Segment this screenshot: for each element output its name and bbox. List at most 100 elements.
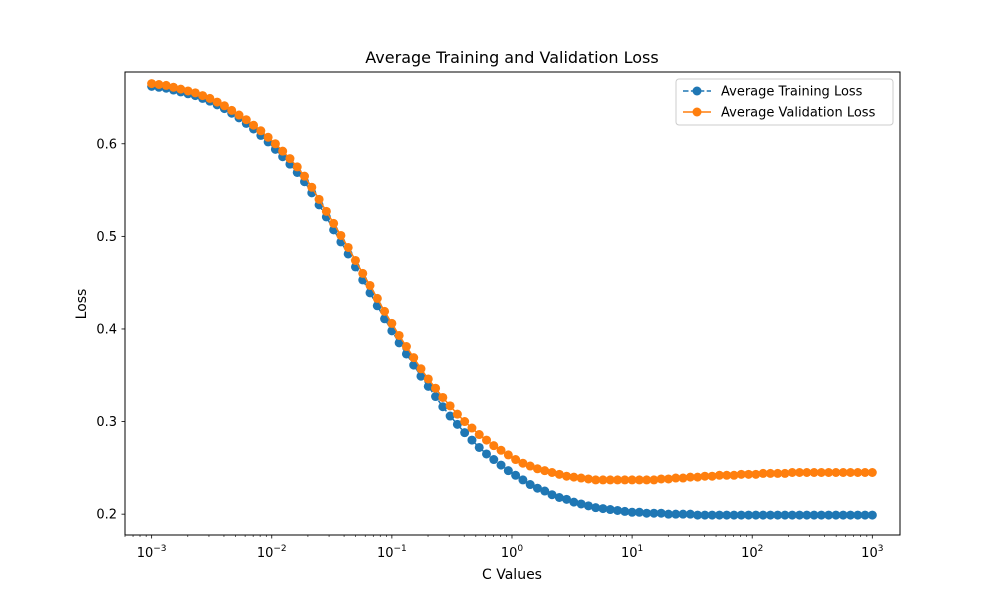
series-2-point bbox=[838, 468, 848, 477]
series-2-point bbox=[489, 441, 499, 451]
series-2-point bbox=[802, 468, 812, 477]
series-1-point bbox=[693, 510, 703, 520]
series-1-point bbox=[445, 411, 455, 421]
series-1-point bbox=[547, 490, 557, 500]
series-2-point bbox=[518, 458, 528, 468]
series-2-point bbox=[816, 468, 826, 477]
y-tick-label: 0.6 bbox=[96, 137, 117, 152]
series-2-point bbox=[365, 280, 375, 290]
x-axis: 10−3 10−2 10−1 100 101 102 103 bbox=[124, 535, 883, 561]
series-2-point bbox=[511, 455, 521, 465]
series-1-point bbox=[605, 505, 615, 515]
x-tick-label: 10−1 bbox=[377, 544, 407, 561]
series-2-point bbox=[503, 450, 513, 460]
series-1-point bbox=[634, 507, 644, 517]
x-tick-label: 10−2 bbox=[257, 544, 287, 561]
series-2-point bbox=[423, 374, 433, 384]
series-2-point bbox=[685, 472, 695, 482]
series-1-point bbox=[554, 493, 564, 502]
x-axis-label: C Values bbox=[482, 567, 542, 583]
series-1-point bbox=[663, 509, 673, 519]
series-2-point bbox=[824, 468, 834, 477]
series-1-point bbox=[409, 360, 419, 370]
series-2-point bbox=[707, 471, 717, 481]
series-2-point bbox=[183, 86, 193, 96]
series-1-point bbox=[787, 510, 797, 520]
series-1-point bbox=[816, 510, 826, 520]
series-2-point bbox=[620, 475, 630, 485]
series-2-point bbox=[532, 464, 542, 474]
series-2-point bbox=[867, 468, 877, 477]
series-2-point bbox=[554, 469, 564, 479]
series-2-point bbox=[336, 230, 346, 240]
series-1-point bbox=[438, 402, 448, 412]
series-1-point bbox=[765, 510, 775, 520]
series-1-point bbox=[532, 483, 542, 493]
legend-box bbox=[675, 78, 894, 126]
legend-item-1: Average Training Loss bbox=[683, 85, 863, 100]
series-1-point bbox=[394, 338, 404, 348]
series-2-point bbox=[714, 470, 724, 480]
series-2-point bbox=[147, 79, 157, 89]
series-2-point bbox=[525, 461, 535, 471]
legend-marker bbox=[692, 107, 702, 117]
series-1-point bbox=[482, 449, 492, 459]
series-2-point bbox=[227, 105, 237, 115]
series-1-point bbox=[540, 486, 550, 496]
series-2-point bbox=[270, 139, 280, 149]
series-2-point bbox=[256, 126, 266, 136]
series-1-point bbox=[824, 510, 834, 520]
plot-frame bbox=[124, 71, 901, 536]
series-1-point bbox=[751, 510, 761, 520]
series-1-point bbox=[860, 510, 870, 520]
series-2-point bbox=[729, 470, 739, 480]
x-tick-label: 10−3 bbox=[137, 544, 167, 561]
series-2-point bbox=[263, 132, 273, 142]
series-2-point bbox=[860, 468, 870, 477]
y-tick-label: 0.5 bbox=[96, 230, 117, 245]
series-1-point bbox=[518, 475, 528, 485]
series-1-point bbox=[423, 381, 433, 391]
series-1-point bbox=[460, 428, 470, 438]
series-2-point bbox=[300, 171, 310, 181]
series-1-point bbox=[576, 499, 586, 509]
series-1-point bbox=[671, 509, 681, 519]
series-1-point bbox=[649, 508, 659, 518]
series-2-point bbox=[176, 84, 186, 94]
series-1-point bbox=[452, 419, 462, 429]
series-1-point bbox=[773, 510, 783, 520]
series-1-point bbox=[591, 503, 601, 513]
y-tick-label: 0.3 bbox=[96, 415, 117, 430]
series-1-point bbox=[613, 505, 623, 515]
series-2-point bbox=[474, 430, 484, 440]
series-2-point bbox=[438, 392, 448, 402]
series-1-point bbox=[853, 510, 863, 520]
series-2-point bbox=[452, 409, 462, 419]
series-2-point bbox=[168, 82, 178, 92]
series-2-point bbox=[190, 88, 200, 98]
series-2-point bbox=[649, 475, 659, 485]
series-2-point bbox=[350, 255, 360, 265]
series-1-point bbox=[583, 501, 593, 511]
series-1-point bbox=[656, 508, 666, 518]
series-2-point bbox=[314, 194, 324, 204]
series-1-point bbox=[642, 508, 652, 518]
series-1-point bbox=[685, 509, 695, 519]
legend-marker bbox=[692, 86, 702, 96]
series-2-point bbox=[401, 342, 411, 352]
series-1-point bbox=[620, 506, 630, 516]
series-1-point bbox=[525, 480, 535, 490]
series-2-point bbox=[482, 435, 492, 445]
series-2-point bbox=[591, 475, 601, 485]
series-2-point bbox=[278, 146, 288, 156]
series-2-point bbox=[249, 120, 259, 130]
series-2-point bbox=[321, 206, 331, 216]
series-2-point bbox=[831, 468, 841, 477]
series-2-point bbox=[329, 218, 339, 228]
series-2-line bbox=[151, 82, 873, 481]
legend-label: Average Training Loss bbox=[721, 85, 863, 100]
series-2-point bbox=[372, 293, 382, 303]
series-1-point bbox=[562, 494, 572, 504]
series-1-point bbox=[809, 510, 819, 520]
